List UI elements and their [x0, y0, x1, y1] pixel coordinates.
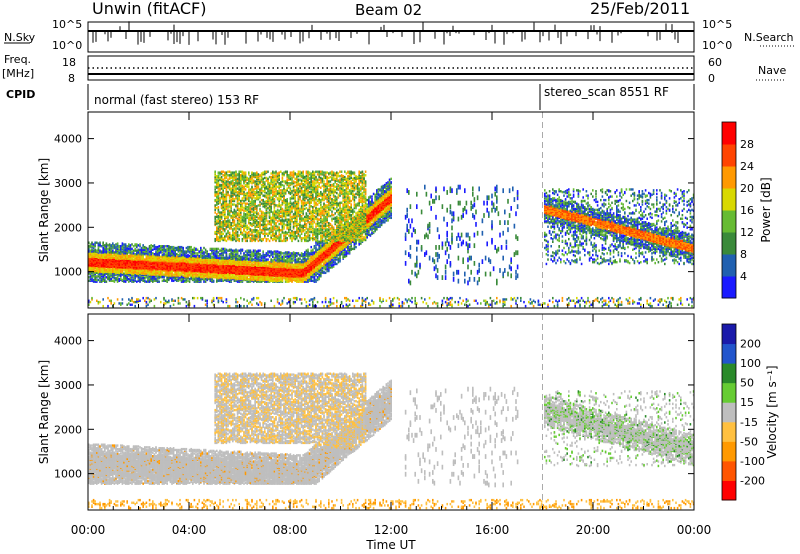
- station-title: Unwin (fitACF): [92, 0, 206, 18]
- power-colorbar-tick: 24: [740, 160, 754, 173]
- power-colorbar: 4 8 12 16 20 24 28: [722, 122, 754, 299]
- n-sky-label: N.Sky: [4, 31, 36, 44]
- x-tick-label: 16:00: [475, 523, 510, 537]
- sky-tick-left-top: 10^5: [52, 18, 82, 31]
- power-colorbar-tick: 28: [740, 138, 754, 151]
- velocity-colorbar-tick: -50: [740, 435, 758, 448]
- y-tick-label: 4000: [54, 335, 82, 348]
- date-title: 25/Feb/2011: [590, 0, 690, 18]
- velocity-colorbar-tick: 15: [740, 396, 754, 409]
- colorbar-swatch: [722, 144, 736, 167]
- n-search-label: N.Search: [744, 31, 794, 44]
- colorbar-swatch: [722, 461, 736, 481]
- nave-label: Nave: [758, 64, 786, 77]
- velocity-colorbar-tick: -100: [740, 455, 765, 468]
- colorbar-swatch: [722, 344, 736, 364]
- cpid-mode-1: normal (fast stereo) 153 RF: [94, 93, 259, 107]
- colorbar-swatch: [722, 254, 736, 277]
- colorbar-swatch: [722, 276, 736, 299]
- freq-tick-top: 18: [62, 56, 76, 69]
- cpid-panel: CPID normal (fast stereo) 153 RF stereo_…: [6, 84, 694, 110]
- power-panel: 1000 2000 3000 4000 Slant Range [km] 4 8 12 16…: [37, 112, 773, 308]
- sky-tick-left-bottom: 10^0: [52, 39, 82, 52]
- power-colorbar-label: Power [dB]: [759, 177, 773, 242]
- colorbar-swatch: [722, 122, 736, 145]
- velocity-colorbar: 200 100 50 15 -15 -50 -100 -200: [722, 324, 765, 501]
- cpid-label: CPID: [6, 88, 35, 101]
- x-axis-label: Time UT: [365, 538, 416, 552]
- n-sky-spikes: [93, 21, 678, 45]
- power-colorbar-tick: 4: [740, 270, 747, 283]
- colorbar-swatch: [722, 422, 736, 442]
- y-tick-label: 2000: [54, 423, 82, 436]
- power-y-axis-label: Slant Range [km]: [37, 158, 51, 262]
- x-tick-label: 04:00: [172, 523, 207, 537]
- colorbar-swatch: [722, 441, 736, 461]
- colorbar-swatch: [722, 324, 736, 344]
- velocity-colorbar-tick: 200: [740, 338, 761, 351]
- freq-tick-bottom: 8: [68, 72, 75, 85]
- power-colorbar-tick: 20: [740, 182, 754, 195]
- colorbar-swatch: [722, 210, 736, 233]
- nave-tick-top: 60: [708, 56, 722, 69]
- velocity-colorbar-tick: 100: [740, 357, 761, 370]
- sky-tick-right-top: 10^5: [702, 18, 732, 31]
- sky-tick-right-bottom: 10^0: [702, 39, 732, 52]
- y-tick-label: 1000: [54, 266, 82, 279]
- x-tick-label: 08:00: [273, 523, 308, 537]
- velocity-panel: 1000 2000 3000 4000 00:00 04:00 08:00 12:00 16:…: [37, 314, 779, 537]
- velocity-colorbar-tick: -15: [740, 416, 758, 429]
- colorbar-swatch: [722, 188, 736, 211]
- colorbar-swatch: [722, 402, 736, 422]
- velocity-colorbar-label: Velocity [m s⁻¹]: [765, 365, 779, 458]
- x-tick-label: 00:00: [677, 523, 712, 537]
- colorbar-swatch: [722, 363, 736, 383]
- power-data-field: [88, 171, 694, 308]
- y-tick-label: 2000: [54, 221, 82, 234]
- freq-label: Freq.: [4, 53, 31, 66]
- y-tick-label: 1000: [54, 468, 82, 481]
- velocity-y-axis-label: Slant Range [km]: [37, 360, 51, 464]
- colorbar-swatch: [722, 232, 736, 255]
- colorbar-swatch: [722, 480, 736, 500]
- x-tick-label: 12:00: [374, 523, 409, 537]
- freq-unit-label: [MHz]: [2, 67, 34, 80]
- cpid-mode-2: stereo_scan 8551 RF: [544, 85, 669, 99]
- colorbar-swatch: [722, 166, 736, 189]
- x-tick-label: 00:00: [71, 523, 106, 537]
- power-colorbar-tick: 12: [740, 226, 754, 239]
- x-tick-label: 20:00: [576, 523, 611, 537]
- velocity-colorbar-tick: 50: [740, 377, 754, 390]
- y-tick-label: 3000: [54, 177, 82, 190]
- nave-tick-bottom: 0: [708, 72, 715, 85]
- power-colorbar-tick: 8: [740, 248, 747, 261]
- beam-title: Beam 02: [355, 1, 422, 19]
- power-colorbar-tick: 16: [740, 204, 754, 217]
- colorbar-swatch: [722, 383, 736, 403]
- sky-panel: N.Sky 10^5 10^0 10^5 10^0 N.Search: [4, 18, 794, 52]
- y-tick-label: 4000: [54, 133, 82, 146]
- freq-panel: Freq. [MHz] 18 8 60 0 Nave: [2, 53, 786, 85]
- velocity-colorbar-tick: -200: [740, 474, 765, 487]
- y-tick-label: 3000: [54, 379, 82, 392]
- velocity-data-field: [88, 373, 694, 510]
